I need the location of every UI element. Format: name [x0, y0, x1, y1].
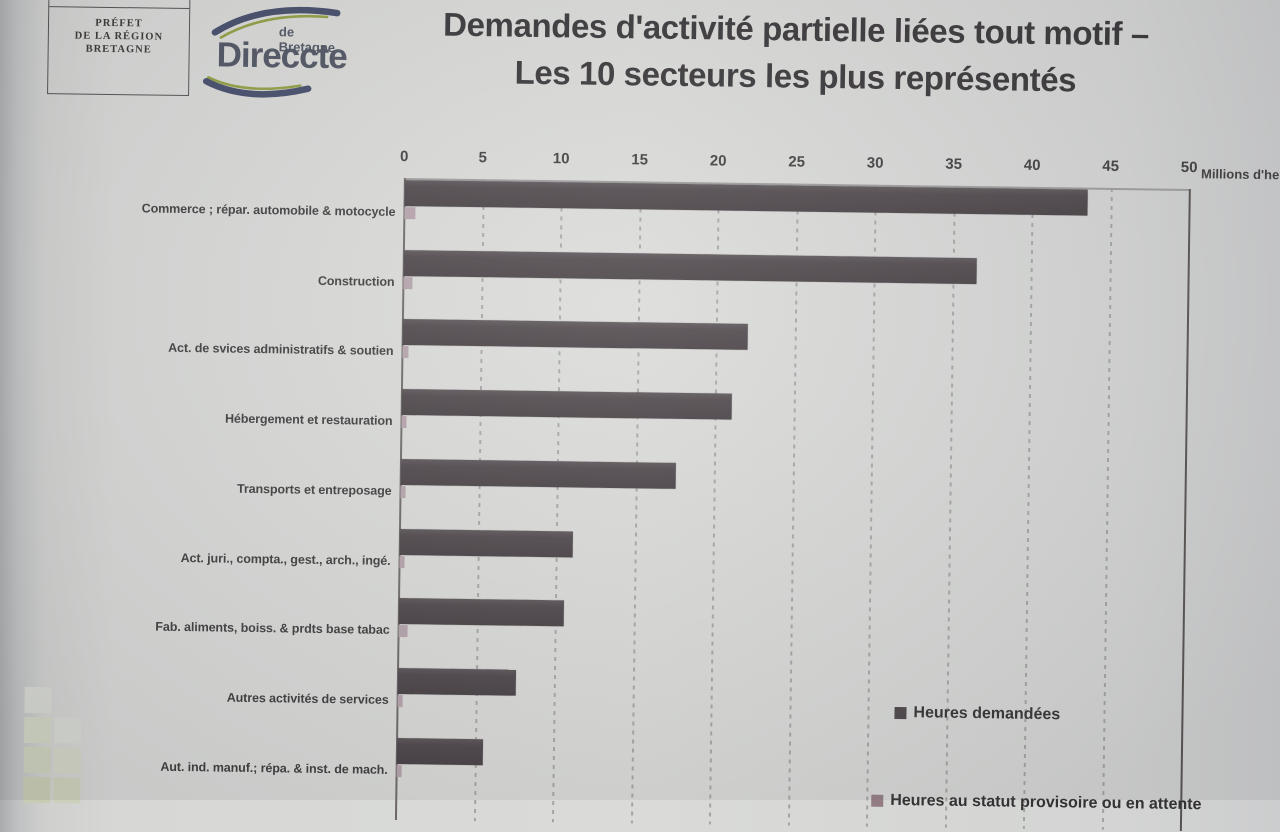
bar — [397, 738, 484, 765]
bar — [404, 250, 977, 284]
legend-item: Heures demandées — [894, 704, 1060, 724]
bar-stub — [397, 765, 402, 777]
bar — [400, 529, 573, 557]
legend-label: Heures au statut provisoire ou en attent… — [890, 792, 1201, 814]
prefet-box-divider — [49, 6, 189, 9]
bar — [398, 668, 516, 696]
gridline — [1101, 188, 1112, 830]
prefet-line3: BRETAGNE — [49, 42, 189, 57]
bar-stub — [402, 346, 408, 358]
slide-title: Demandes d'activité partielle liées tout… — [390, 0, 1201, 105]
bar-stub — [400, 486, 405, 498]
prefet-region-bretagne-logo: PRÉFET DE LA RÉGION BRETAGNE — [47, 0, 191, 96]
direccte-wordmark: Direccte — [216, 35, 347, 77]
axis-tick-label: 25 — [788, 153, 805, 170]
category-label: Commerce ; répar. automobile & motocycle — [98, 201, 395, 219]
legend-swatch — [871, 795, 883, 807]
bar-stub — [398, 625, 408, 637]
category-label: Hébergement et restauration — [95, 410, 392, 428]
axis-tick-label: 45 — [1102, 158, 1119, 175]
plot-border-right — [1180, 189, 1191, 831]
axis-tick-label: 30 — [867, 155, 884, 172]
bar-stub — [403, 277, 413, 289]
axis-tick-label: 40 — [1024, 157, 1041, 174]
axis-tick-label: 10 — [553, 150, 570, 167]
bar — [399, 598, 564, 626]
gridline — [1023, 187, 1034, 829]
prefet-text: PRÉFET DE LA RÉGION BRETAGNE — [49, 16, 190, 57]
bar-stub — [404, 207, 415, 219]
axis-tick-label: 35 — [945, 156, 962, 173]
legend-label: Heures demandées — [913, 704, 1060, 724]
category-label: Fab. aliments, boiss. & prdts base tabac — [93, 619, 390, 637]
category-label: Act. juri., compta., gest., arch., ingé. — [94, 549, 391, 567]
category-label: Construction — [97, 270, 394, 288]
bar — [403, 319, 749, 350]
bar-stub — [399, 556, 404, 568]
legend-item: Heures au statut provisoire ou en attent… — [871, 792, 1201, 815]
axis-tick-label: 15 — [631, 151, 648, 168]
projected-slide: PRÉFET DE LA RÉGION BRETAGNE de Bretagne… — [0, 0, 1280, 812]
axis-tick-label: 50 — [1181, 159, 1198, 176]
category-label: Autres activités de services — [92, 689, 389, 707]
bar-stub — [398, 695, 403, 707]
direccte-logo: de Bretagne Direccte — [200, 0, 351, 107]
bar — [402, 389, 732, 420]
legend-swatch — [894, 707, 906, 719]
bar-stub — [401, 416, 406, 428]
axis-unit-label: Millions d'he — [1201, 166, 1279, 182]
axis-tick-label: 0 — [400, 148, 409, 165]
category-label: Act. de svices administratifs & soutien — [96, 340, 393, 358]
category-label: Aut. ind. manuf.; répa. & inst. de mach. — [91, 758, 388, 776]
axis-tick-label: 20 — [710, 152, 727, 169]
axis-tick-label: 5 — [478, 149, 487, 166]
category-label: Transports et entreposage — [94, 480, 391, 498]
bar — [401, 459, 676, 489]
